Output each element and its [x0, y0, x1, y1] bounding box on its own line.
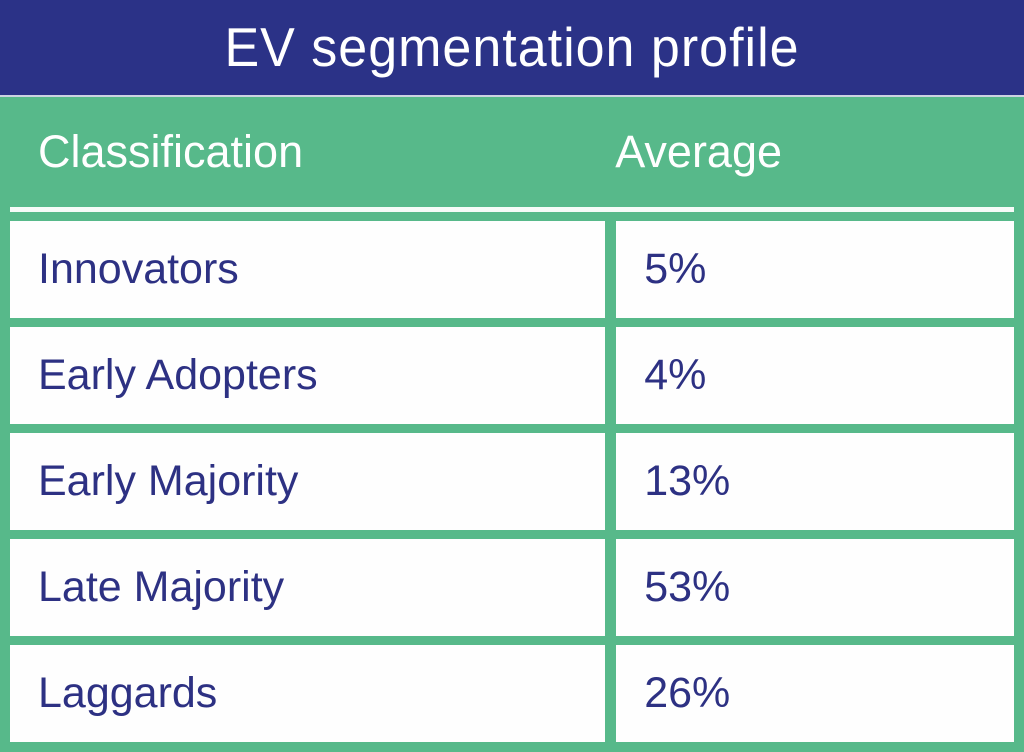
table-row-early-adopters: Early Adopters 4%	[10, 327, 1014, 424]
average-cell: 26%	[616, 645, 1014, 742]
classification-cell: Late Majority	[10, 539, 606, 636]
average-cell: 53%	[616, 539, 1014, 636]
average-cell: 4%	[616, 327, 1014, 424]
average-cell: 5%	[616, 221, 1014, 318]
table-row-late-majority: Late Majority 53%	[10, 539, 1014, 636]
column-header-classification: Classification	[38, 126, 304, 177]
table-row-early-majority: Early Majority 13%	[10, 433, 1014, 530]
title-bar: EV segmentation profile	[0, 0, 1024, 95]
table-row-innovators: Innovators 5%	[10, 221, 1014, 318]
classification-cell: Early Adopters	[10, 327, 606, 424]
segmentation-table: Classification Average Innovators 5% Ear…	[0, 95, 1024, 752]
table-header-row: Classification Average	[10, 97, 1014, 212]
page-title: EV segmentation profile	[224, 17, 800, 78]
classification-cell: Innovators	[10, 221, 606, 318]
column-header-average: Average	[615, 126, 783, 177]
classification-cell: Early Majority	[10, 433, 606, 530]
table-body: Innovators 5% Early Adopters 4% Early Ma…	[10, 212, 1014, 742]
average-cell: 13%	[616, 433, 1014, 530]
classification-cell: Laggards	[10, 645, 606, 742]
table-row-laggards: Laggards 26%	[10, 645, 1014, 742]
